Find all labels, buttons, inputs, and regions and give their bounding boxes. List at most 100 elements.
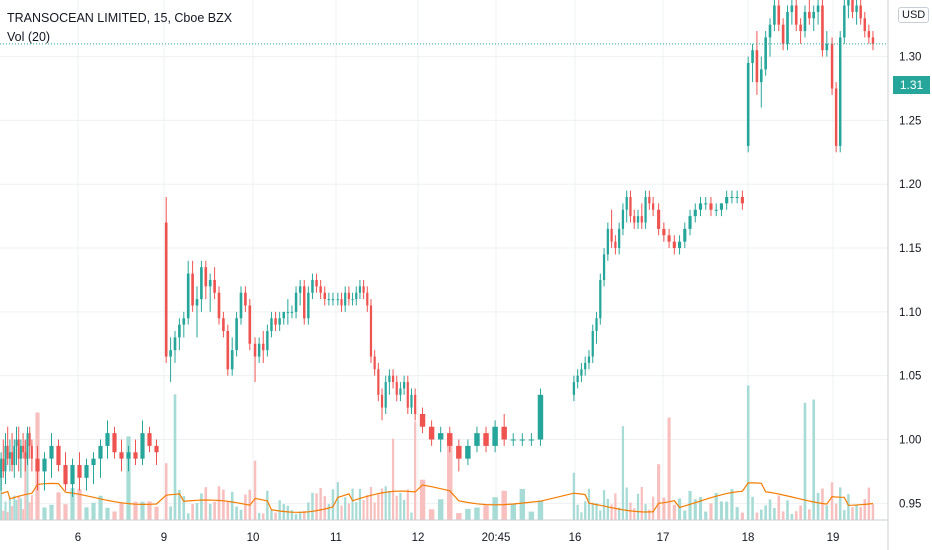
currency-unit-label[interactable]: USD — [898, 7, 930, 23]
candle-body — [119, 452, 124, 459]
candle-body — [0, 458, 3, 478]
x-tick-label: 16 — [569, 532, 582, 544]
candle-body — [262, 343, 265, 351]
volume-bar — [17, 495, 20, 520]
volume-bar — [164, 463, 168, 520]
volume-bar — [830, 482, 834, 520]
volume-bar — [821, 488, 824, 520]
volume-bar — [610, 504, 613, 520]
candlesticks[interactable] — [0, 0, 875, 497]
x-tick-label: 20:45 — [482, 532, 511, 544]
volume-bar — [662, 497, 666, 520]
volume-bar — [759, 509, 763, 520]
volume-bar — [70, 488, 75, 520]
candle-body — [6, 445, 9, 459]
candle-body — [709, 203, 713, 210]
candle-body — [19, 445, 22, 459]
candle-body — [164, 222, 168, 357]
volume-bar — [169, 506, 172, 520]
volume-bar — [222, 489, 225, 520]
candle-body — [217, 292, 221, 319]
candle-body — [2, 458, 5, 472]
volume-bar — [239, 509, 243, 520]
candle-body — [366, 292, 369, 306]
volume-bar — [344, 497, 347, 520]
candle-body — [208, 279, 212, 287]
candle-body — [257, 343, 261, 357]
volume-bar — [323, 496, 326, 520]
volume-bar — [786, 500, 789, 520]
candle-body — [636, 216, 640, 223]
candle-body — [230, 350, 234, 370]
volume-bar — [84, 507, 89, 520]
volume-bar — [0, 470, 3, 520]
candle-body — [178, 324, 181, 338]
volume-bar — [257, 512, 261, 520]
volume-bars — [0, 385, 875, 520]
candle-body — [812, 11, 816, 19]
volume-bar — [191, 503, 194, 520]
candle-body — [614, 241, 617, 249]
candle-body — [340, 299, 343, 306]
volume-bar — [599, 510, 602, 520]
volume-bar — [315, 493, 318, 520]
volume-bar — [182, 496, 186, 520]
volume-bar — [351, 488, 354, 520]
candle-body — [825, 43, 829, 51]
volume-bar — [773, 507, 776, 520]
x-tick-label: 17 — [657, 532, 670, 544]
candle-body — [13, 445, 16, 466]
candle-body — [714, 209, 718, 211]
volume-bar — [213, 501, 216, 520]
candle-body — [644, 196, 647, 223]
volume-bar — [154, 506, 159, 520]
volume-bar — [253, 460, 257, 520]
volume-bar — [63, 504, 68, 520]
candle-body — [311, 279, 314, 293]
candle-body — [830, 43, 834, 89]
volume-bar — [208, 503, 212, 520]
symbol-title[interactable]: TRANSOCEAN LIMITED, 15, Cboe BZX — [7, 11, 233, 25]
volume-bar — [286, 505, 290, 520]
candle-body — [483, 433, 489, 446]
volume-bar — [307, 502, 310, 520]
volume-bar — [719, 501, 724, 520]
volume-bar — [648, 509, 651, 520]
volume-bar — [843, 509, 846, 520]
volume-bar — [77, 489, 82, 520]
y-tick-label: 1.15 — [899, 243, 921, 255]
volume-bar — [725, 501, 729, 520]
candle-body — [704, 203, 708, 205]
candle-body — [35, 458, 40, 472]
candle-body — [839, 37, 842, 146]
candle-body — [803, 11, 807, 32]
volume-indicator-label[interactable]: Vol (20) — [7, 30, 51, 44]
candle-body — [278, 318, 281, 325]
volume-bar — [410, 512, 413, 520]
candle-body — [195, 299, 199, 306]
candle-body — [640, 216, 643, 223]
candle-body — [200, 267, 203, 300]
candle-body — [591, 331, 594, 357]
candle-body — [428, 426, 435, 440]
candle-body — [730, 196, 734, 198]
volume-bar — [799, 505, 802, 520]
volume-ma-line — [0, 482, 874, 513]
grid-lines — [0, 0, 888, 520]
volume-bar — [688, 490, 692, 520]
volume-bar — [204, 487, 208, 520]
volume-bar — [13, 495, 16, 520]
volume-bar — [614, 493, 617, 520]
candle-body — [213, 279, 216, 293]
volume-bar — [327, 503, 331, 520]
volume-bar — [447, 442, 453, 520]
volume-bar — [4, 501, 7, 520]
candle-body — [618, 228, 621, 249]
candle-body — [725, 196, 729, 204]
volume-bar — [262, 513, 265, 520]
volume-bar — [633, 508, 636, 520]
candle-body — [303, 286, 306, 319]
volume-bar — [230, 491, 234, 520]
candle-body — [456, 445, 462, 459]
